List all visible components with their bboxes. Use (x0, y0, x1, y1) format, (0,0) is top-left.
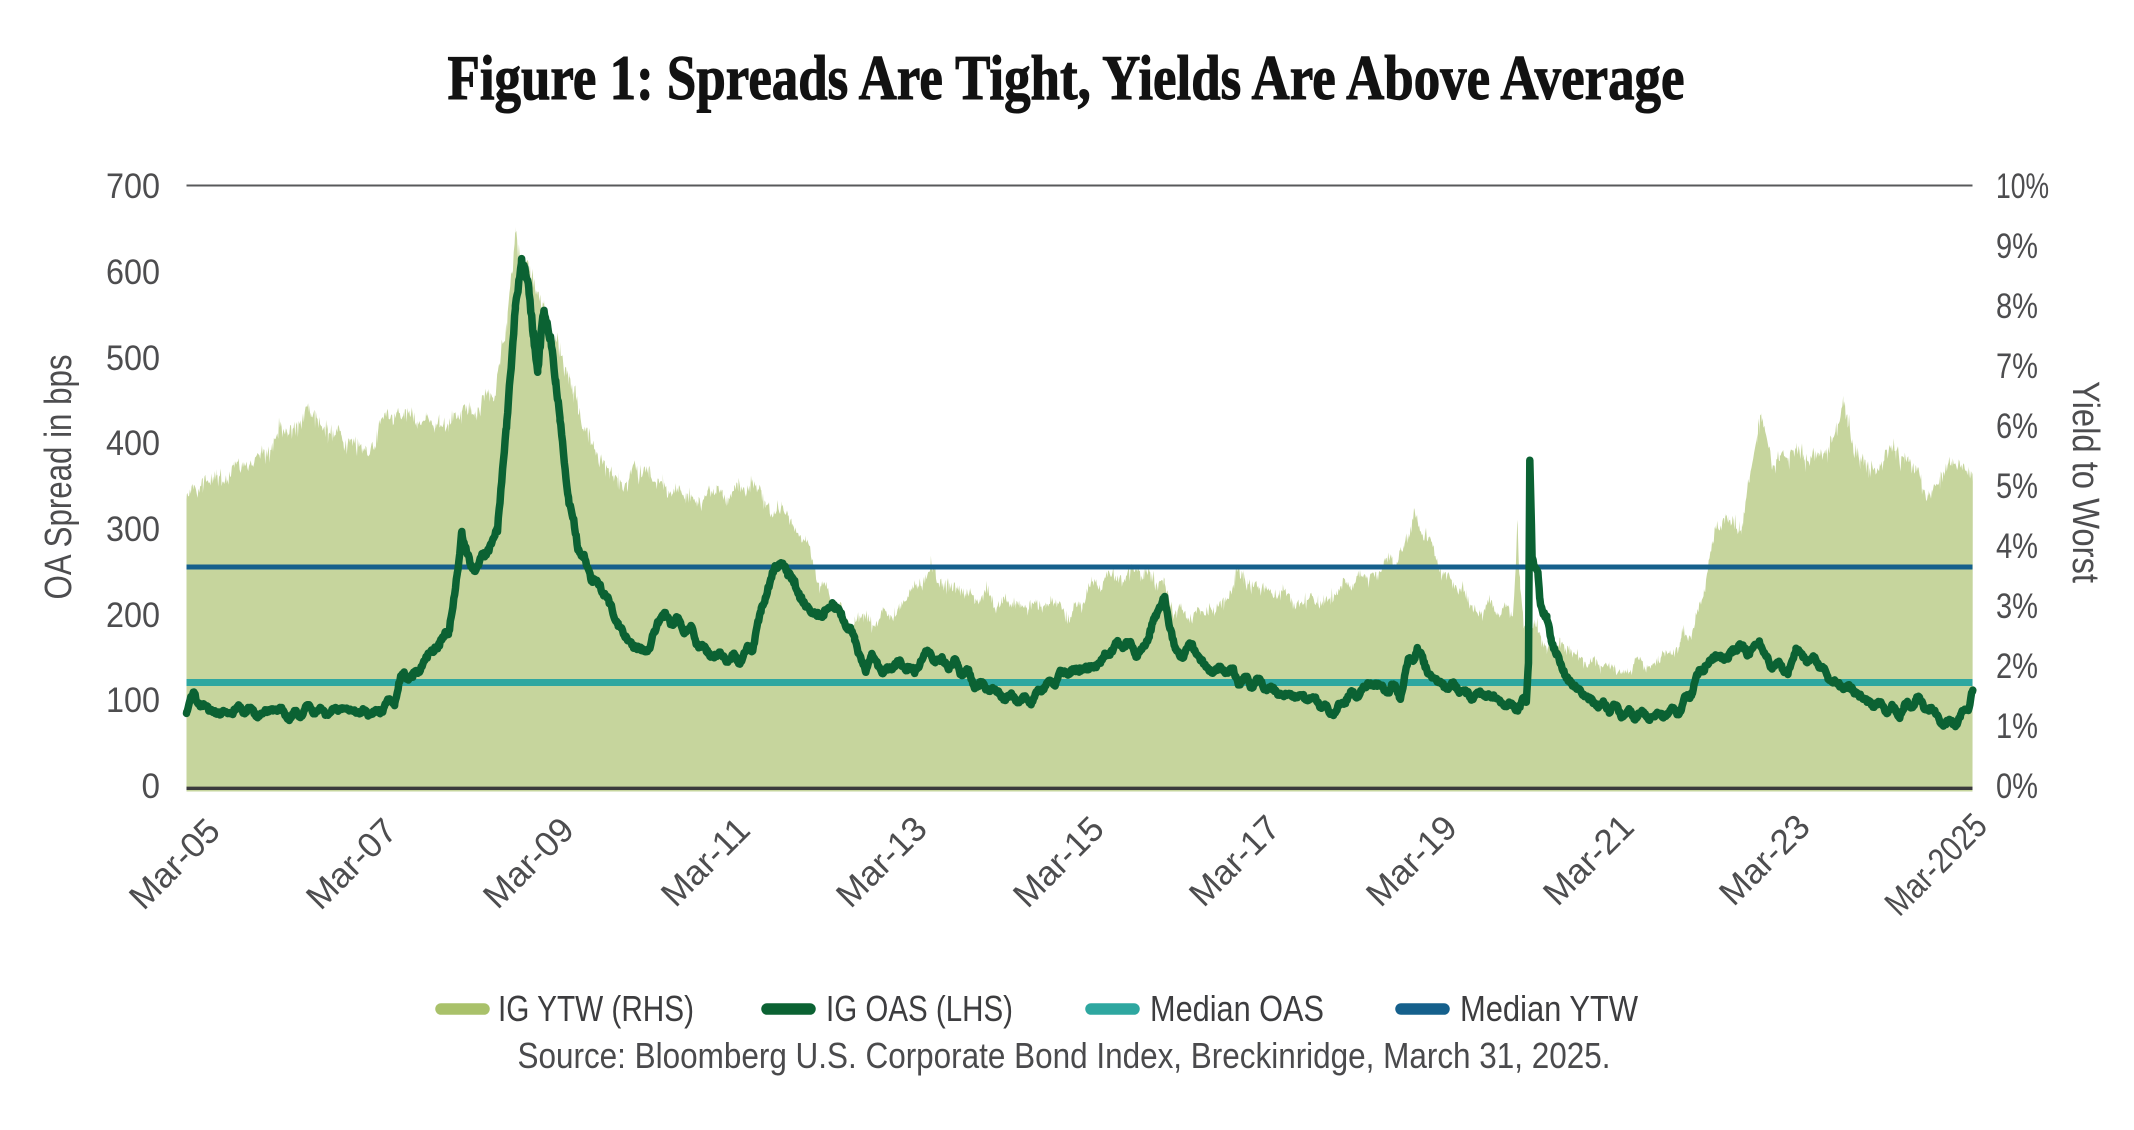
svg-text:100: 100 (106, 681, 160, 720)
svg-text:7%: 7% (1996, 347, 2038, 386)
svg-text:Source: Bloomberg U.S. Corpora: Source: Bloomberg U.S. Corporate Bond In… (518, 1035, 1611, 1076)
svg-text:Yield to Worst: Yield to Worst (2064, 381, 2106, 583)
svg-text:IG OAS (LHS): IG OAS (LHS) (826, 988, 1013, 1029)
svg-text:Median OAS: Median OAS (1150, 988, 1324, 1029)
svg-text:OA Spread in bps: OA Spread in bps (38, 355, 80, 600)
svg-text:8%: 8% (1996, 287, 2038, 326)
svg-text:9%: 9% (1996, 227, 2038, 266)
svg-text:0: 0 (142, 767, 161, 806)
svg-text:300: 300 (106, 510, 160, 549)
svg-text:700: 700 (106, 167, 160, 206)
svg-text:4%: 4% (1996, 527, 2038, 566)
svg-text:6%: 6% (1996, 407, 2038, 446)
svg-text:2%: 2% (1996, 647, 2038, 686)
svg-text:1%: 1% (1996, 707, 2038, 746)
svg-text:600: 600 (106, 253, 160, 292)
svg-text:10%: 10% (1996, 167, 2049, 206)
svg-text:500: 500 (106, 339, 160, 378)
svg-text:3%: 3% (1996, 587, 2038, 626)
svg-text:400: 400 (106, 424, 160, 463)
svg-text:200: 200 (106, 596, 160, 635)
svg-text:IG YTW (RHS): IG YTW (RHS) (498, 988, 694, 1029)
svg-text:5%: 5% (1996, 467, 2038, 506)
svg-text:Figure 1: Spreads Are Tight, Y: Figure 1: Spreads Are Tight, Yields Are … (448, 42, 1685, 113)
svg-text:Median YTW: Median YTW (1460, 988, 1638, 1029)
svg-text:0%: 0% (1996, 767, 2038, 806)
